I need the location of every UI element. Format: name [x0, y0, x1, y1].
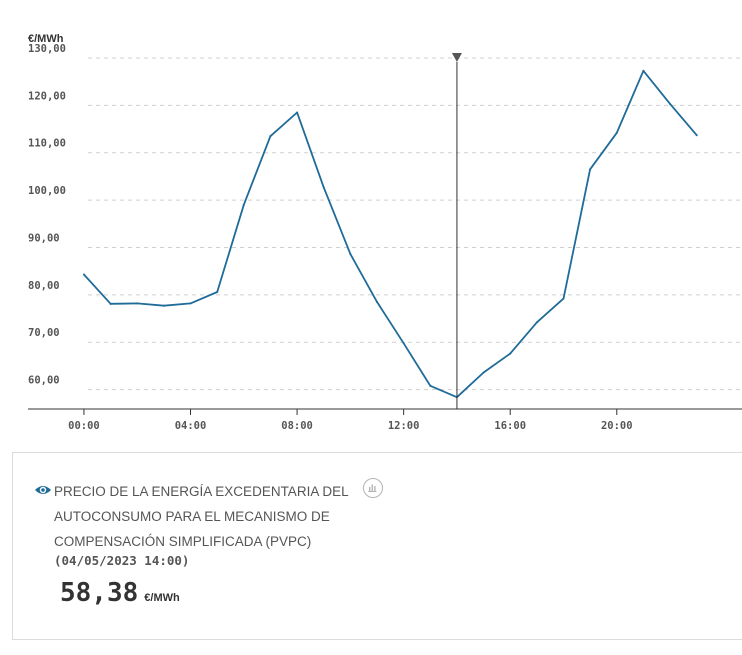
y-tick-label: 60,00: [28, 375, 60, 387]
legend-value-row: 58,38 €/MWh: [60, 578, 180, 608]
data-point[interactable]: [82, 273, 85, 276]
x-tick-label: 04:00: [175, 420, 207, 432]
data-point[interactable]: [615, 131, 618, 134]
x-axis-ticks: 00:00 04:00 08:00 12:00 16:00 20:00: [68, 409, 633, 432]
y-tick-label: 100,00: [28, 185, 66, 197]
legend-value: 58,38: [60, 578, 139, 608]
eye-icon[interactable]: [34, 484, 52, 496]
legend-series-title: PRECIO DE LA ENERGÍA EXCEDENTARIA DEL AU…: [54, 484, 349, 549]
data-point[interactable]: [136, 302, 139, 305]
legend-unit: €/MWh: [144, 592, 180, 604]
x-tick-label: 16:00: [494, 420, 526, 432]
data-point[interactable]: [376, 300, 379, 303]
data-point[interactable]: [429, 384, 432, 387]
data-point[interactable]: [642, 69, 645, 72]
data-point[interactable]: [589, 168, 592, 171]
data-point[interactable]: [695, 134, 698, 137]
data-point[interactable]: [509, 352, 512, 355]
y-tick-label: 120,00: [28, 90, 66, 102]
crosshair[interactable]: [451, 53, 462, 409]
data-point[interactable]: [402, 342, 405, 345]
y-tick-label: 90,00: [28, 232, 60, 244]
line-chart: €/MWh 130,00 120,00 110,00 100,00 90,00 80,00…: [28, 33, 742, 432]
data-point[interactable]: [162, 304, 165, 307]
x-tick-label: 12:00: [388, 420, 420, 432]
x-tick-label: 00:00: [68, 420, 100, 432]
data-point[interactable]: [189, 302, 192, 305]
legend-panel: PRECIO DE LA ENERGÍA EXCEDENTARIA DEL AU…: [12, 452, 742, 640]
data-point[interactable]: [562, 297, 565, 300]
y-axis-ticks: 130,00 120,00 110,00 100,00 90,00 80,00 70,00 6…: [28, 43, 66, 387]
y-tick-label: 130,00: [28, 43, 66, 55]
data-point[interactable]: [109, 302, 112, 305]
grid-lines: [88, 57, 742, 391]
data-point[interactable]: [216, 291, 219, 293]
y-tick-label: 70,00: [28, 327, 60, 339]
legend-date: (04/05/2023 14:00): [54, 553, 190, 568]
bar-chart-icon[interactable]: [363, 478, 383, 498]
data-point[interactable]: [482, 371, 485, 374]
data-point[interactable]: [296, 111, 299, 114]
data-point[interactable]: [535, 321, 538, 324]
y-tick-label: 80,00: [28, 280, 60, 292]
series-line: [83, 69, 698, 399]
x-tick-label: 08:00: [281, 420, 313, 432]
data-point[interactable]: [322, 186, 325, 189]
y-axis-unit-label: €/MWh: [28, 33, 64, 45]
data-point[interactable]: [669, 102, 672, 105]
crosshair-handle-icon[interactable]: [451, 53, 462, 62]
x-tick-label: 20:00: [601, 420, 633, 432]
data-point[interactable]: [349, 253, 352, 256]
data-point[interactable]: [269, 135, 272, 138]
data-point[interactable]: [242, 203, 245, 206]
y-tick-label: 110,00: [28, 138, 66, 150]
bar-chart-glyph: [368, 484, 377, 492]
series-layer: [82, 69, 698, 399]
